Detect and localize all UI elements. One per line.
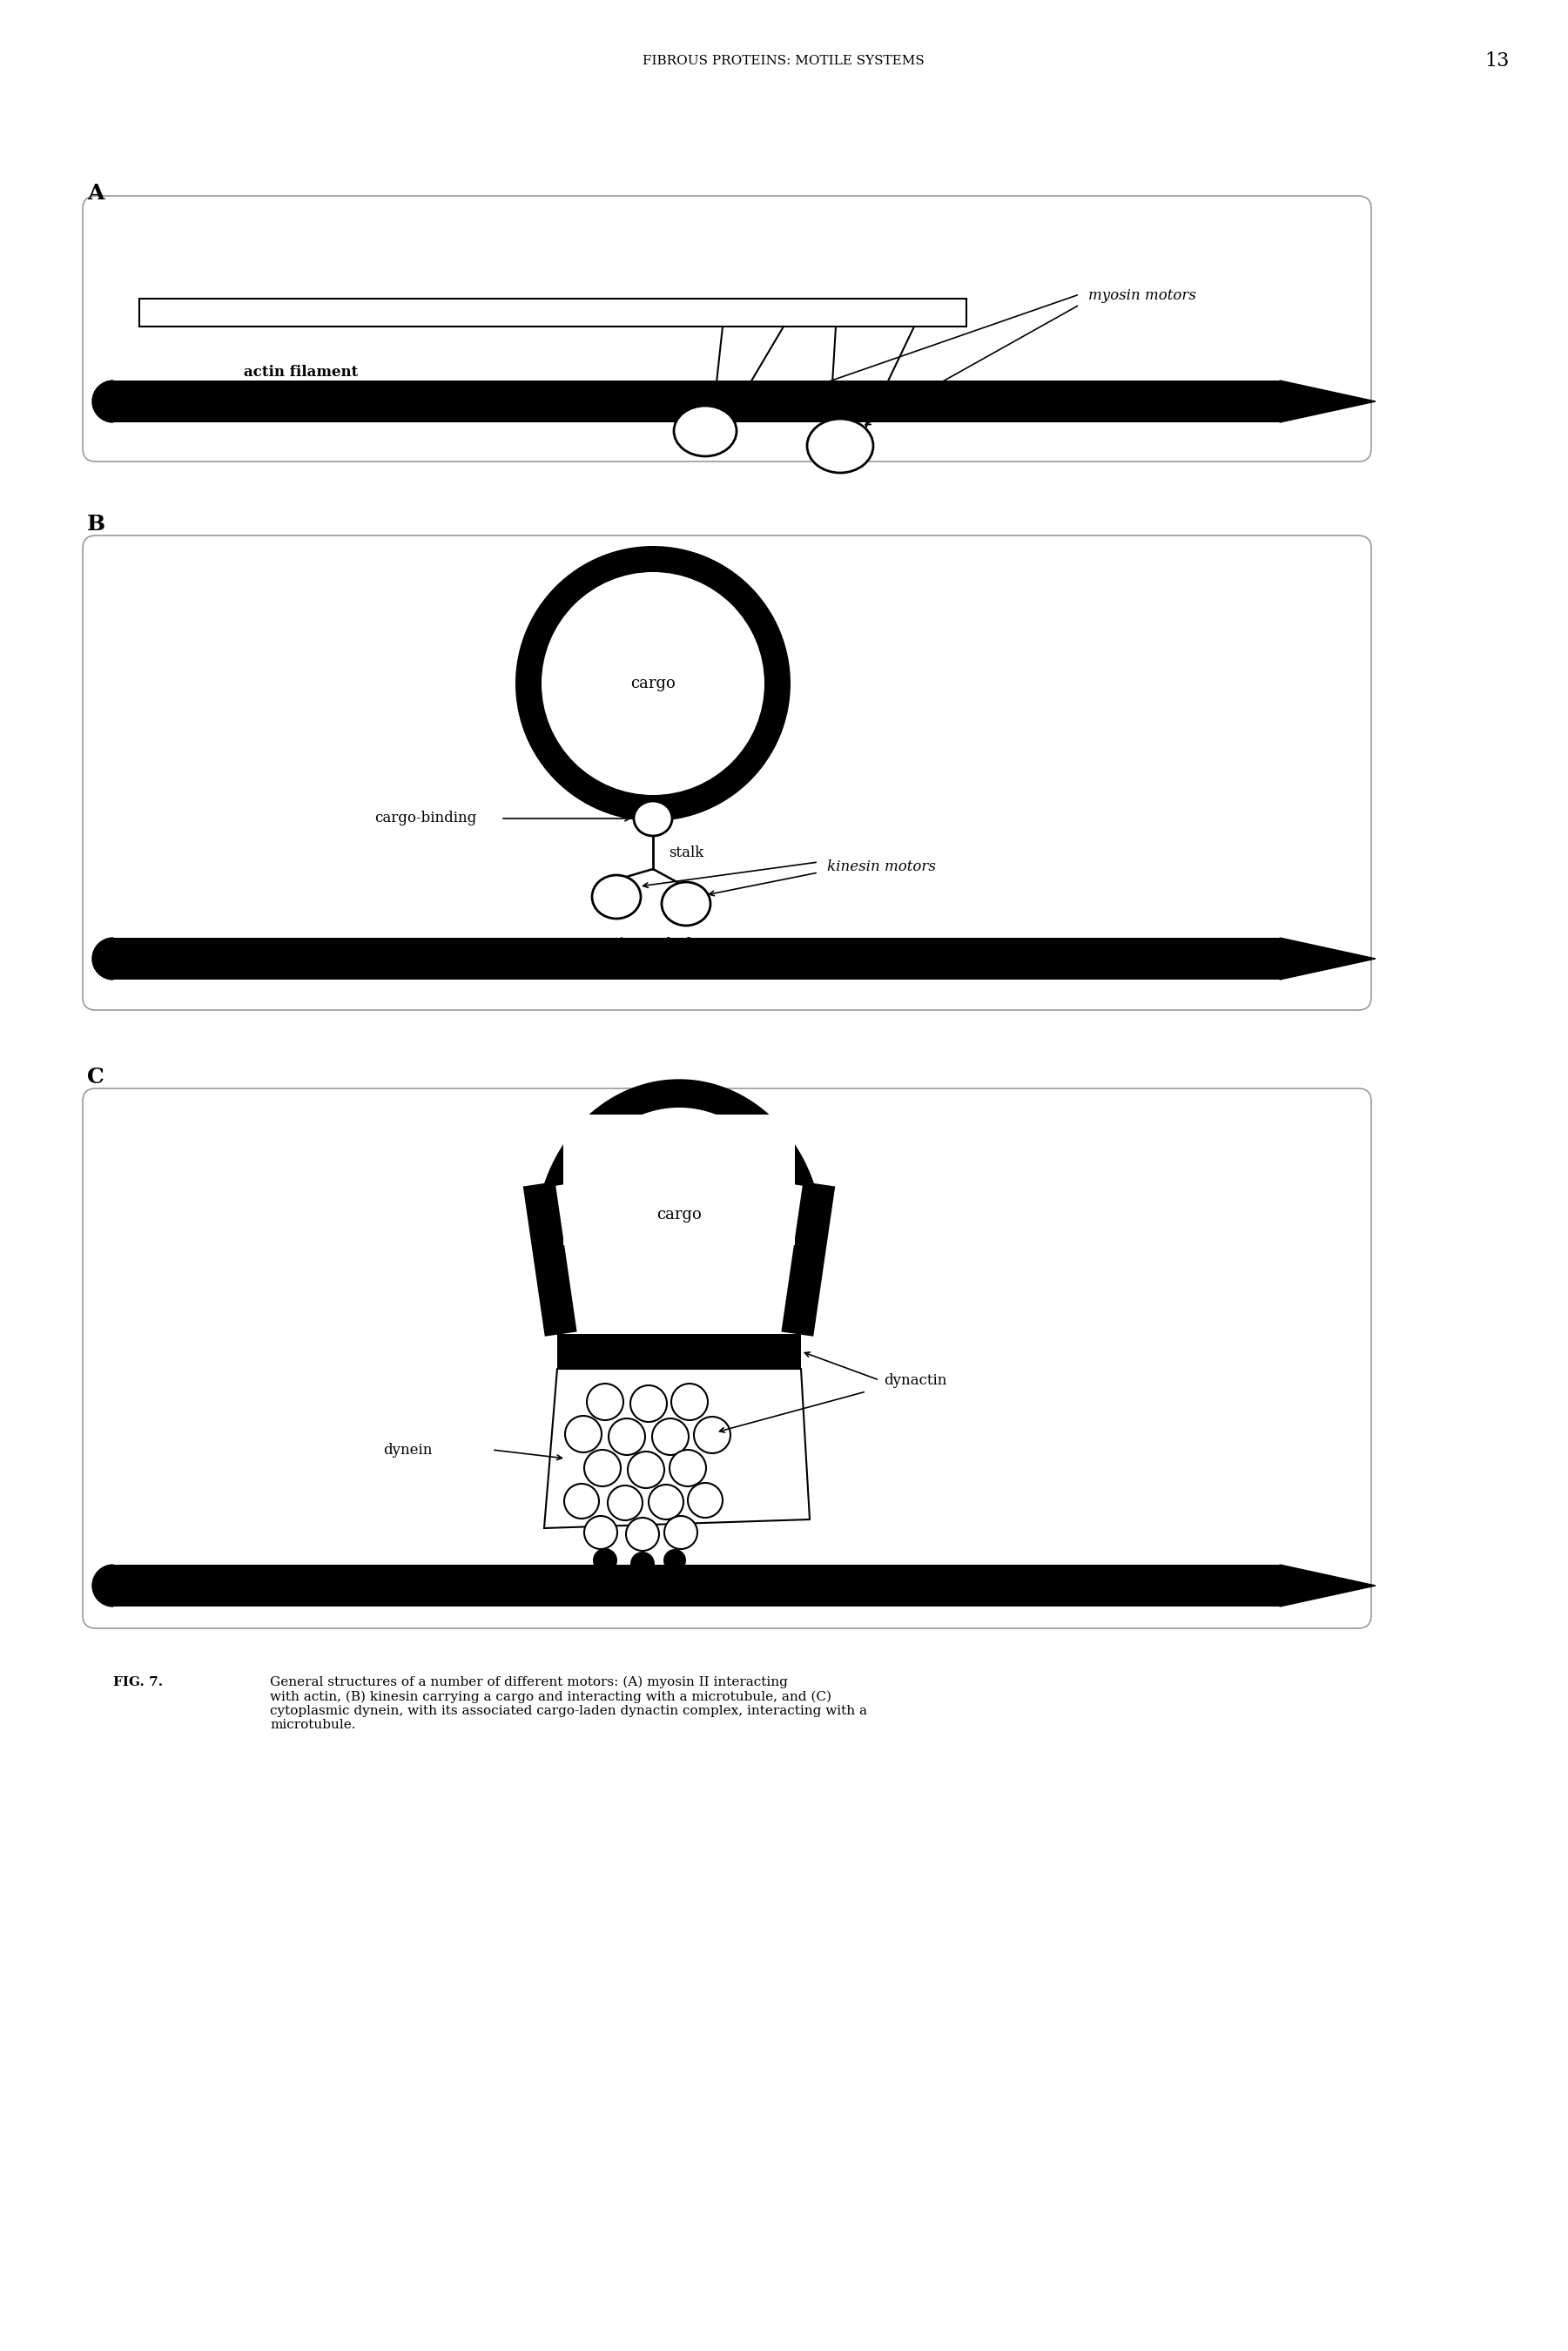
Ellipse shape — [541, 571, 765, 795]
Ellipse shape — [626, 1519, 659, 1552]
Text: dynactin: dynactin — [884, 1373, 947, 1387]
Text: dynein: dynein — [383, 1444, 433, 1458]
Ellipse shape — [608, 1418, 644, 1455]
Ellipse shape — [663, 1549, 687, 1573]
Text: actin filament: actin filament — [243, 364, 358, 381]
Bar — [140, 299, 966, 327]
Bar — [563, 1114, 795, 1246]
Text: General structures of a number of different motors: (A) myosin II interacting
wi: General structures of a number of differ… — [270, 1676, 867, 1730]
Ellipse shape — [608, 1486, 643, 1521]
Wedge shape — [93, 1566, 113, 1606]
Ellipse shape — [586, 1385, 624, 1420]
Ellipse shape — [630, 1385, 666, 1422]
Bar — [113, 938, 1279, 980]
Ellipse shape — [564, 1483, 599, 1519]
Text: myosin motors: myosin motors — [1088, 289, 1196, 303]
Ellipse shape — [688, 1483, 723, 1519]
Ellipse shape — [630, 1552, 655, 1575]
Ellipse shape — [808, 418, 873, 473]
Text: FIBROUS PROTEINS: MOTILE SYSTEMS: FIBROUS PROTEINS: MOTILE SYSTEMS — [643, 54, 925, 68]
Ellipse shape — [665, 1516, 698, 1549]
Ellipse shape — [585, 1516, 618, 1549]
Text: B: B — [88, 515, 105, 534]
Ellipse shape — [633, 802, 673, 837]
Text: microtubule: microtubule — [605, 938, 701, 952]
Polygon shape — [563, 1107, 795, 1241]
Bar — [557, 1333, 801, 1368]
Ellipse shape — [674, 407, 737, 456]
Bar — [113, 1566, 1279, 1606]
Ellipse shape — [627, 1451, 665, 1488]
Ellipse shape — [593, 1549, 618, 1573]
Text: cargo-binding: cargo-binding — [375, 811, 477, 825]
Ellipse shape — [516, 545, 790, 820]
Ellipse shape — [564, 1415, 602, 1453]
Text: kinesin motors: kinesin motors — [826, 858, 936, 875]
Ellipse shape — [585, 1451, 621, 1486]
Ellipse shape — [670, 1451, 706, 1486]
Ellipse shape — [671, 1385, 707, 1420]
Text: C: C — [88, 1067, 105, 1089]
Polygon shape — [1279, 1566, 1375, 1606]
Text: cargo: cargo — [657, 1206, 701, 1223]
Ellipse shape — [649, 1483, 684, 1519]
Ellipse shape — [593, 875, 641, 919]
Text: stalk: stalk — [668, 844, 704, 860]
Ellipse shape — [695, 1418, 731, 1453]
Text: FIG. 7.: FIG. 7. — [113, 1676, 163, 1688]
Text: microtubule: microtubule — [630, 1578, 728, 1594]
Ellipse shape — [652, 1418, 688, 1455]
Text: cargo: cargo — [630, 675, 676, 691]
Polygon shape — [1279, 938, 1375, 980]
Polygon shape — [1279, 381, 1375, 423]
Text: A: A — [88, 183, 103, 205]
Bar — [113, 381, 1279, 423]
Polygon shape — [544, 1079, 814, 1194]
Wedge shape — [93, 938, 113, 980]
Wedge shape — [93, 381, 113, 423]
Ellipse shape — [662, 882, 710, 926]
Text: 13: 13 — [1485, 52, 1510, 71]
